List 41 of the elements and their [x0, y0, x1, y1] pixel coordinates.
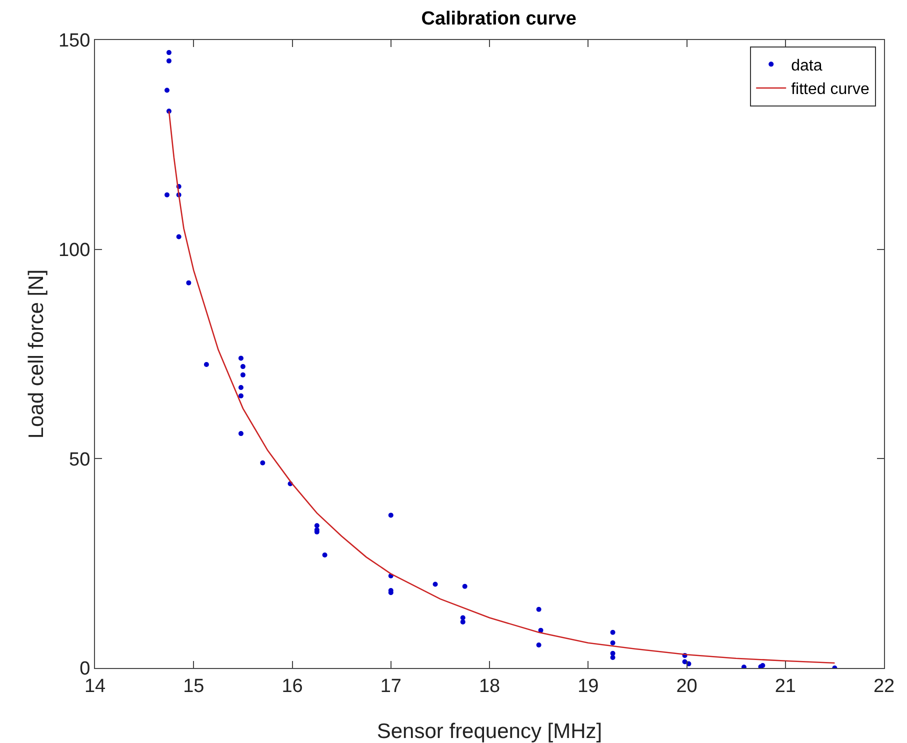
point	[166, 50, 172, 56]
x-tick-label: 19	[578, 676, 599, 697]
point	[314, 523, 320, 528]
point	[240, 364, 246, 370]
point	[536, 642, 542, 648]
point	[322, 552, 328, 558]
x-axis-title: Sensor frequency [MHz]	[376, 720, 602, 743]
point	[610, 655, 616, 660]
point	[238, 384, 244, 390]
chart-title: Calibration curve	[421, 8, 576, 30]
point	[176, 234, 182, 240]
x-tick-label: 17	[380, 676, 402, 697]
point	[164, 192, 170, 198]
y-axis-title: Load cell force [N]	[25, 269, 48, 439]
y-tick-label: 50	[69, 449, 90, 470]
point	[238, 356, 244, 361]
legend-label: fitted curve	[791, 81, 870, 98]
point	[186, 280, 192, 286]
x-tick-label: 20	[676, 676, 698, 697]
x-tick-label: 16	[282, 676, 303, 697]
point	[536, 606, 542, 612]
point	[610, 640, 616, 646]
point	[204, 362, 209, 367]
legend-label: data	[791, 57, 822, 74]
point	[460, 619, 466, 624]
y-tick-label: 150	[58, 30, 90, 52]
x-tick-label: 22	[873, 676, 895, 697]
y-tick-label: 100	[58, 240, 90, 261]
point	[166, 58, 172, 64]
point	[432, 582, 438, 587]
point	[238, 393, 244, 398]
point	[240, 372, 246, 378]
x-tick-label: 15	[183, 676, 204, 697]
point	[238, 431, 244, 436]
point	[388, 512, 394, 518]
point	[610, 630, 616, 635]
point	[462, 584, 468, 589]
point	[164, 88, 170, 93]
x-tick-label: 18	[478, 676, 500, 697]
x-tick-label: 21	[774, 676, 796, 697]
point	[260, 460, 266, 466]
